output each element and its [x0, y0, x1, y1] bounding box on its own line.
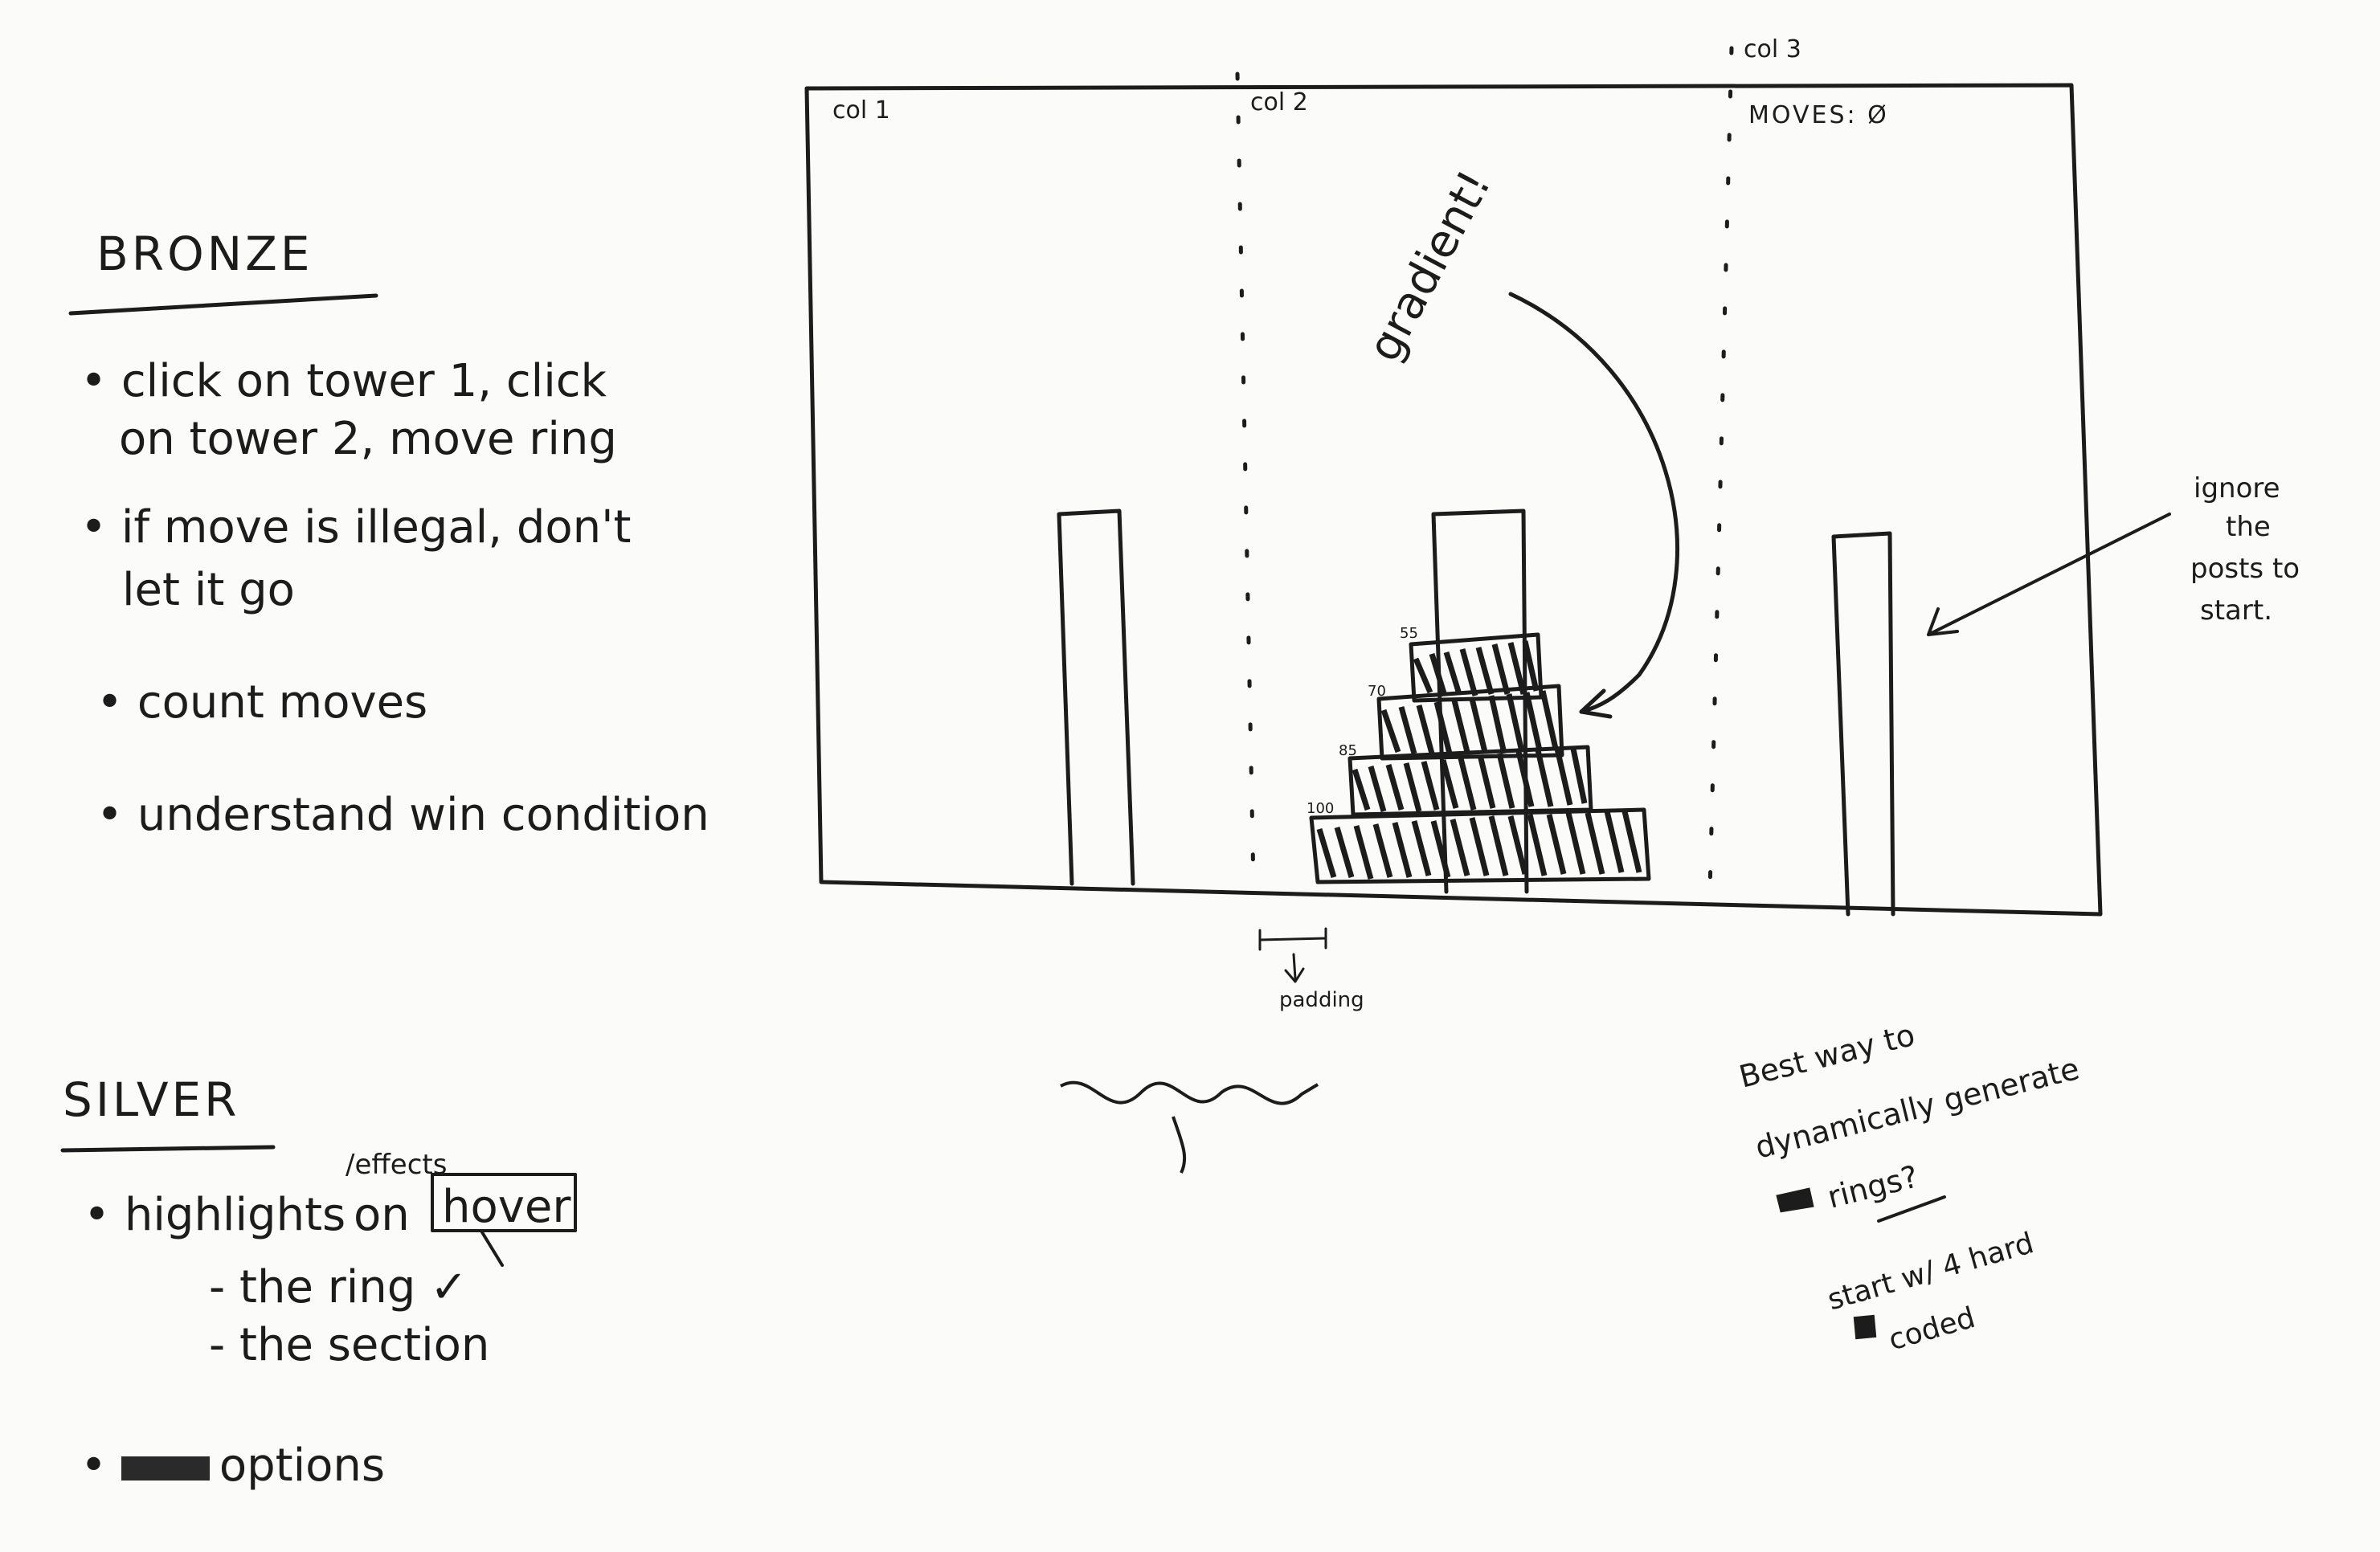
scribble-marks [1776, 1187, 1877, 1340]
notes-divider [1877, 1195, 1946, 1223]
ring-label-55: 55 [1400, 625, 1418, 642]
silver-effects-note: /effects [346, 1149, 448, 1181]
ring-label-85: 85 [1339, 742, 1357, 759]
padding-arrow [1284, 953, 1305, 983]
col3-label: col 3 [1744, 35, 1801, 63]
ignore-note-line-3: posts to [2190, 553, 2300, 585]
silver-sub-item-ring: - the ring ✓ [209, 1261, 468, 1313]
bronze-item-1: • click on tower 1, click [80, 355, 607, 407]
ignore-note-line-1: ignore [2194, 472, 2280, 504]
scribbled-out-text [1060, 1080, 1319, 1174]
silver-options-text: options [219, 1440, 386, 1492]
bronze-item-1-text: click on tower 1, click [121, 355, 607, 407]
post-2 [1431, 508, 1529, 894]
hover-box [431, 1173, 577, 1232]
ring-70 [1376, 684, 1564, 761]
silver-highlights-text: highlights [124, 1189, 346, 1241]
bronze-underline [68, 293, 378, 316]
post-3 [1831, 531, 1895, 917]
silver-heading: SILVER [63, 1072, 240, 1127]
bronze-item-4-text: understand win condition [137, 789, 710, 841]
bronze-item-2: • if move is illegal, don't [80, 501, 632, 553]
silver-on-word: on [354, 1189, 410, 1241]
bronze-item-2-cont: let it go [122, 564, 295, 616]
ring-label-70: 70 [1368, 683, 1386, 700]
silver-item-options: • options [80, 1440, 386, 1492]
padding-marker [1258, 927, 1327, 951]
silver-hover-word: hover [442, 1181, 571, 1233]
game-board-frame [804, 83, 2103, 917]
ring-label-100: 100 [1307, 800, 1335, 817]
post-1 [1057, 508, 1135, 886]
bronze-item-2-text: if move is illegal, don't [121, 501, 632, 553]
ignore-arrow [1927, 513, 2171, 636]
hover-arrow [480, 1231, 504, 1267]
gradient-arrow [1508, 292, 1679, 714]
ring-55 [1409, 632, 1544, 703]
bronze-item-1-cont: on tower 2, move ring [119, 413, 617, 465]
bronze-item-3-text: count moves [137, 676, 428, 729]
col1-label: col 1 [832, 96, 890, 125]
column-divider-2 [1707, 46, 1734, 892]
silver-underline [60, 1145, 276, 1153]
bronze-item-4: • understand win condition [96, 789, 710, 841]
scribble-out-mark [121, 1456, 210, 1481]
ring-100 [1309, 807, 1651, 884]
ring-stack [1309, 632, 1651, 884]
silver-sub-item-section: - the section [209, 1319, 490, 1371]
column-divider-1 [1235, 71, 1256, 886]
ignore-note-line-4: start. [2200, 594, 2272, 627]
gradient-arrowhead [1579, 688, 1613, 719]
bronze-item-3: • count moves [96, 676, 428, 729]
bronze-heading: BRONZE [96, 227, 313, 281]
padding-note: padding [1279, 988, 1364, 1012]
moves-counter: MOVES: Ø [1748, 101, 1889, 129]
ring-hatching [1316, 640, 1642, 880]
col2-label: col 2 [1250, 88, 1308, 116]
ignore-note-line-2: the [2226, 511, 2271, 543]
silver-item-highlights: • highlights [84, 1189, 346, 1241]
